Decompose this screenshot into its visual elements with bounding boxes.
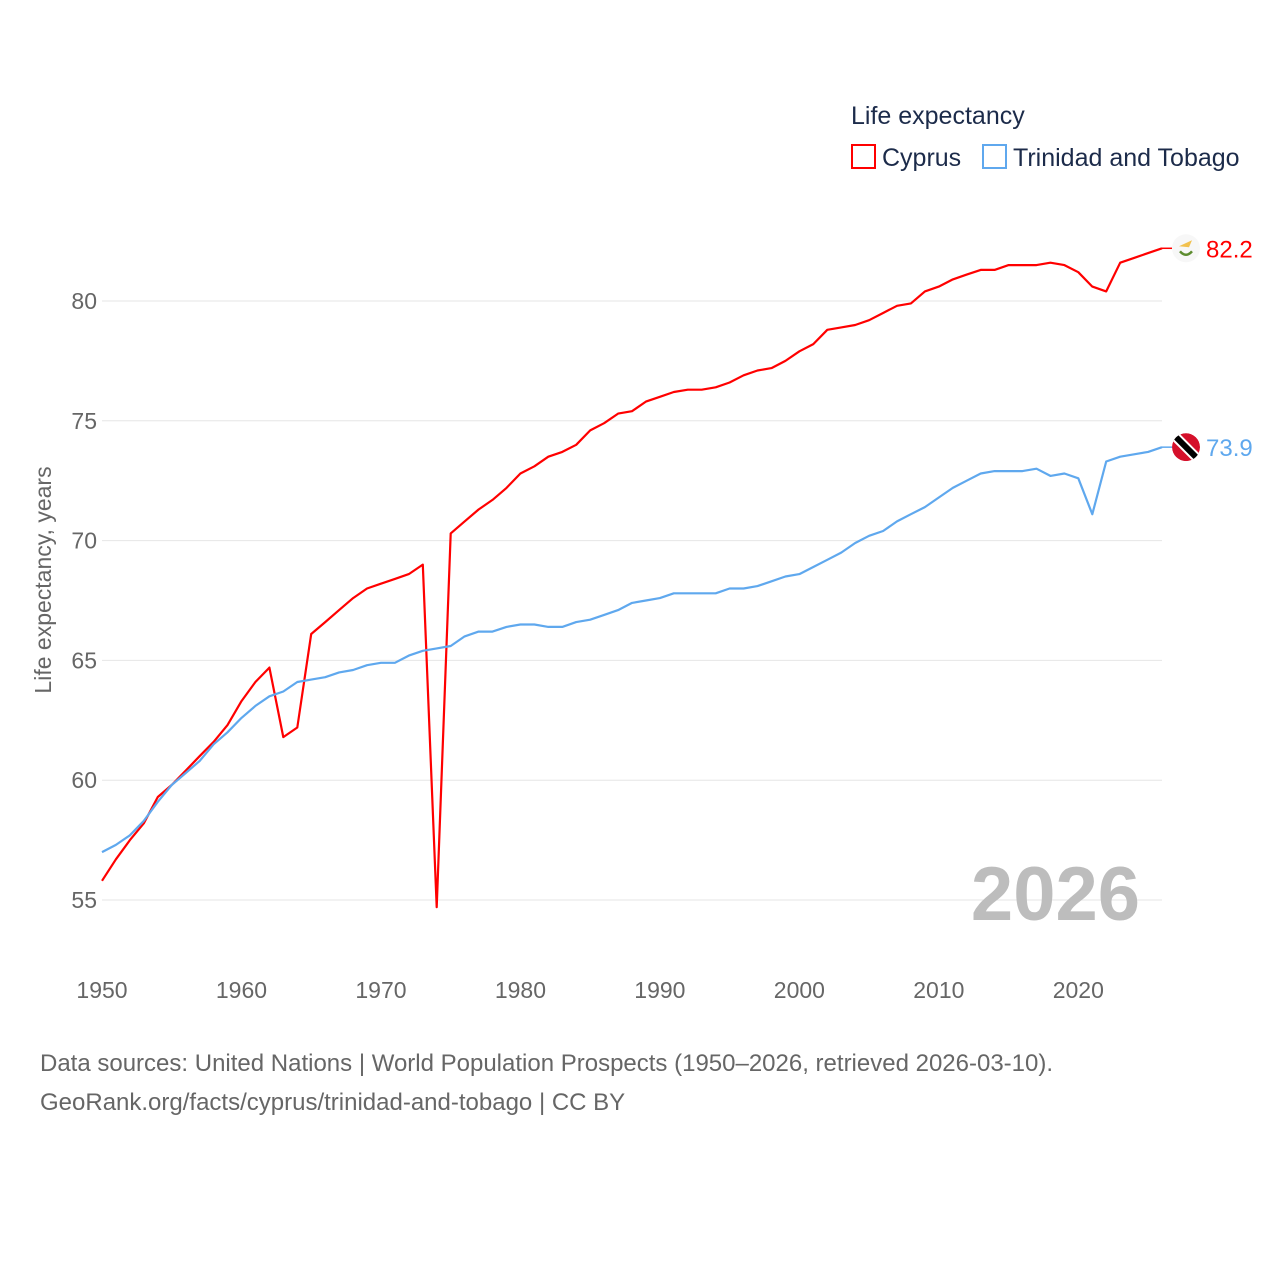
- legend-label-trinidad-and-tobago: Trinidad and Tobago: [1013, 144, 1240, 172]
- gridlines: [102, 300, 1162, 901]
- y-tick-label: 55: [71, 887, 97, 913]
- source-note: Data sources: United Nations | World Pop…: [40, 1044, 1053, 1122]
- x-tick-label: 1950: [76, 977, 127, 1003]
- legend-title: Life expectancy: [851, 102, 1025, 130]
- flag-background: [1172, 234, 1200, 263]
- legend-item-trinidad-and-tobago[interactable]: Trinidad and Tobago: [982, 144, 1240, 172]
- x-tick-label: 2000: [774, 977, 825, 1003]
- source-url-line[interactable]: GeoRank.org/facts/cyprus/trinidad-and-to…: [40, 1089, 626, 1116]
- flag-island-shape: [1179, 240, 1192, 248]
- y-tick-label: 65: [71, 647, 97, 673]
- x-tick-label: 1960: [216, 977, 267, 1003]
- series-end-labels: 82.2 73.9: [1162, 234, 1253, 462]
- x-tick-label: 2010: [913, 977, 964, 1003]
- y-axis-label: Life expectancy, years: [30, 466, 56, 693]
- legend-item-cyprus[interactable]: Cyprus: [851, 144, 961, 172]
- series-line-trinidad-and-tobago: [101, 446, 1163, 854]
- source-line-1: Data sources: United Nations | World Pop…: [40, 1050, 1054, 1077]
- flag-body: [1172, 433, 1200, 462]
- y-tick-label: 70: [71, 528, 97, 554]
- x-tick-label: 1970: [355, 977, 406, 1003]
- end-value-label-cyprus: 82.2: [1206, 236, 1253, 263]
- y-tick-label: 75: [71, 408, 97, 434]
- legend-label-cyprus: Cyprus: [882, 144, 961, 172]
- end-value-label-trinidad-and-tobago: 73.9: [1206, 435, 1253, 462]
- x-tick-label: 1990: [634, 977, 685, 1003]
- x-axis-ticks: 1950 1960 1970 1980 1990 2000 2010 2020: [76, 977, 1103, 1003]
- legend: Life expectancy Cyprus Trinidad and Toba…: [851, 102, 1240, 172]
- x-tick-label: 2020: [1053, 977, 1104, 1003]
- legend-swatch-cyprus: [851, 144, 876, 169]
- y-axis-ticks: 55 60 65 70 75 80: [71, 288, 97, 913]
- cyprus-flag-icon: [1172, 234, 1200, 263]
- series-line-cyprus: [101, 247, 1163, 909]
- legend-swatch-trinidad-and-tobago: [982, 144, 1007, 169]
- flag-olive-branch: [1179, 250, 1193, 257]
- series-lines: [101, 247, 1163, 909]
- y-tick-label: 80: [71, 288, 97, 314]
- y-tick-label: 60: [71, 767, 97, 793]
- trinidad-and-tobago-flag-icon: [1172, 433, 1200, 462]
- current-year-label: 2026: [971, 852, 1140, 937]
- x-tick-label: 1980: [495, 977, 546, 1003]
